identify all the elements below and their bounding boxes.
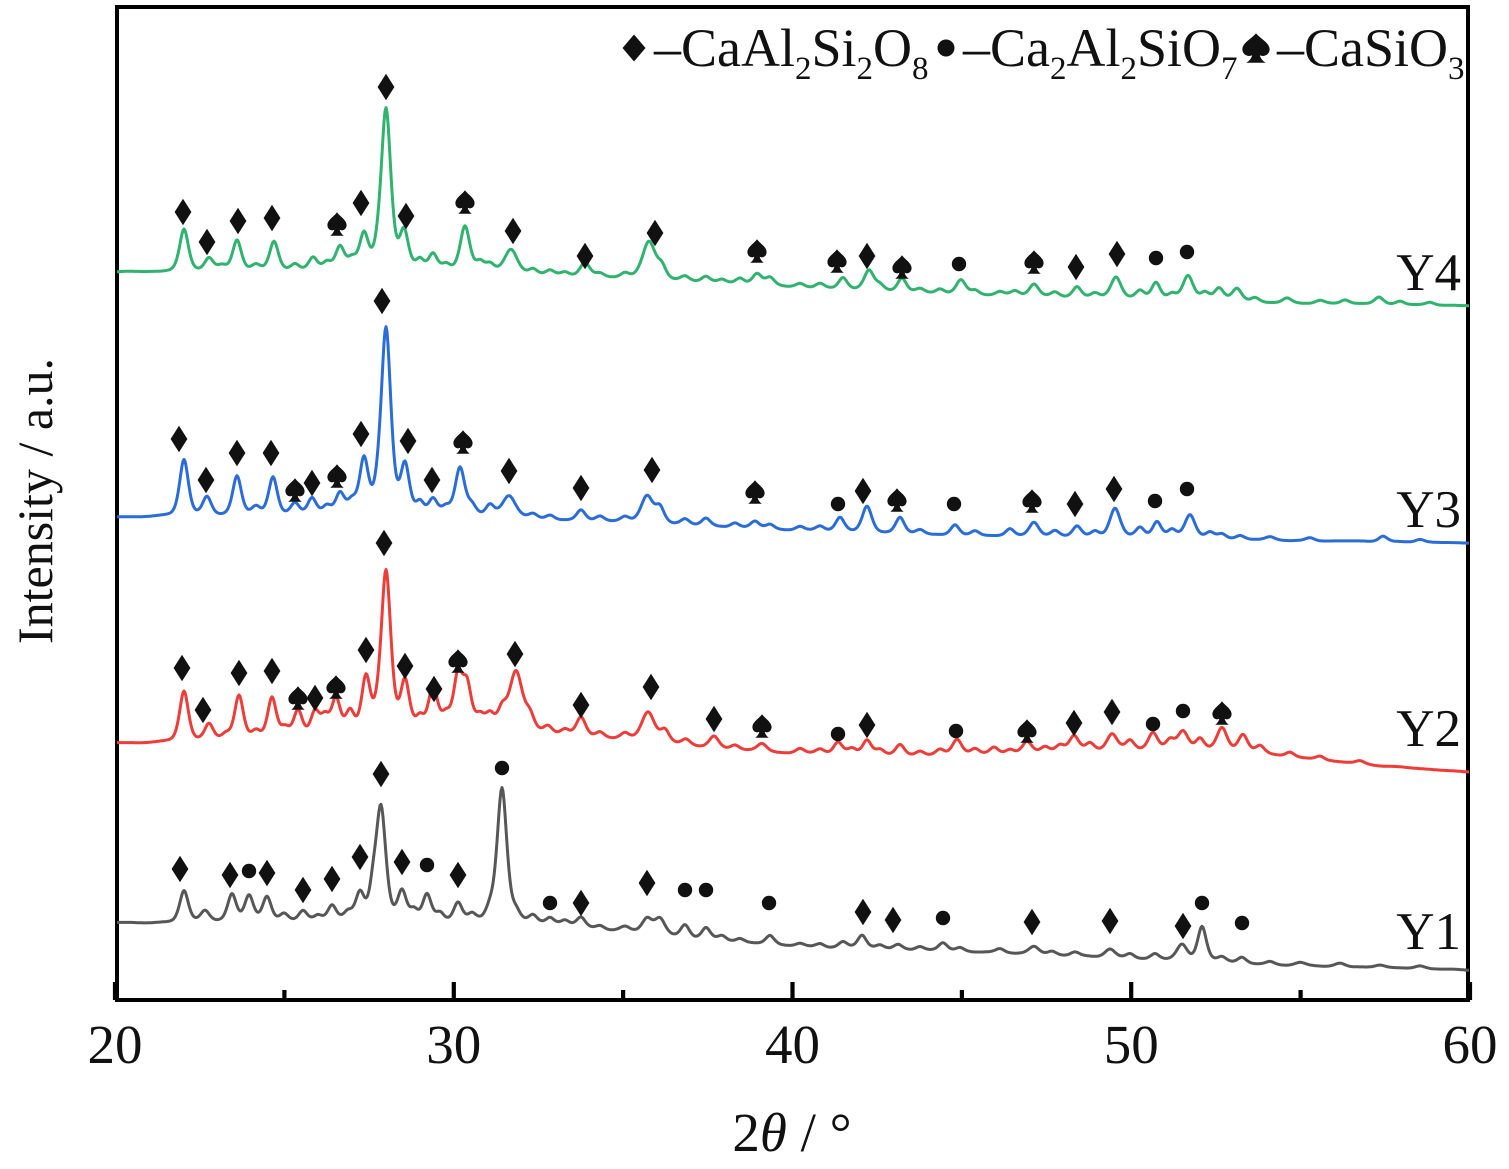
- svg-text:–CaSiO3: –CaSiO3: [1276, 18, 1465, 87]
- svg-text:50: 50: [1104, 1014, 1159, 1075]
- svg-text:Y1: Y1: [1396, 903, 1461, 961]
- svg-text:60: 60: [1443, 1014, 1498, 1075]
- svg-text:40: 40: [765, 1014, 820, 1075]
- svg-text:Y4: Y4: [1396, 244, 1461, 302]
- svg-text:Intensity / a.u.: Intensity / a.u.: [7, 358, 63, 644]
- svg-text:2θ / °: 2θ / °: [732, 1102, 851, 1163]
- svg-text:Y2: Y2: [1396, 700, 1461, 758]
- svg-text:–Ca2Al2SiO7: –Ca2Al2SiO7: [962, 18, 1238, 87]
- svg-text:–CaAl2Si2O8: –CaAl2Si2O8: [653, 18, 929, 87]
- svg-text:30: 30: [426, 1014, 481, 1075]
- svg-text:20: 20: [88, 1014, 143, 1075]
- svg-text:Y3: Y3: [1396, 481, 1461, 539]
